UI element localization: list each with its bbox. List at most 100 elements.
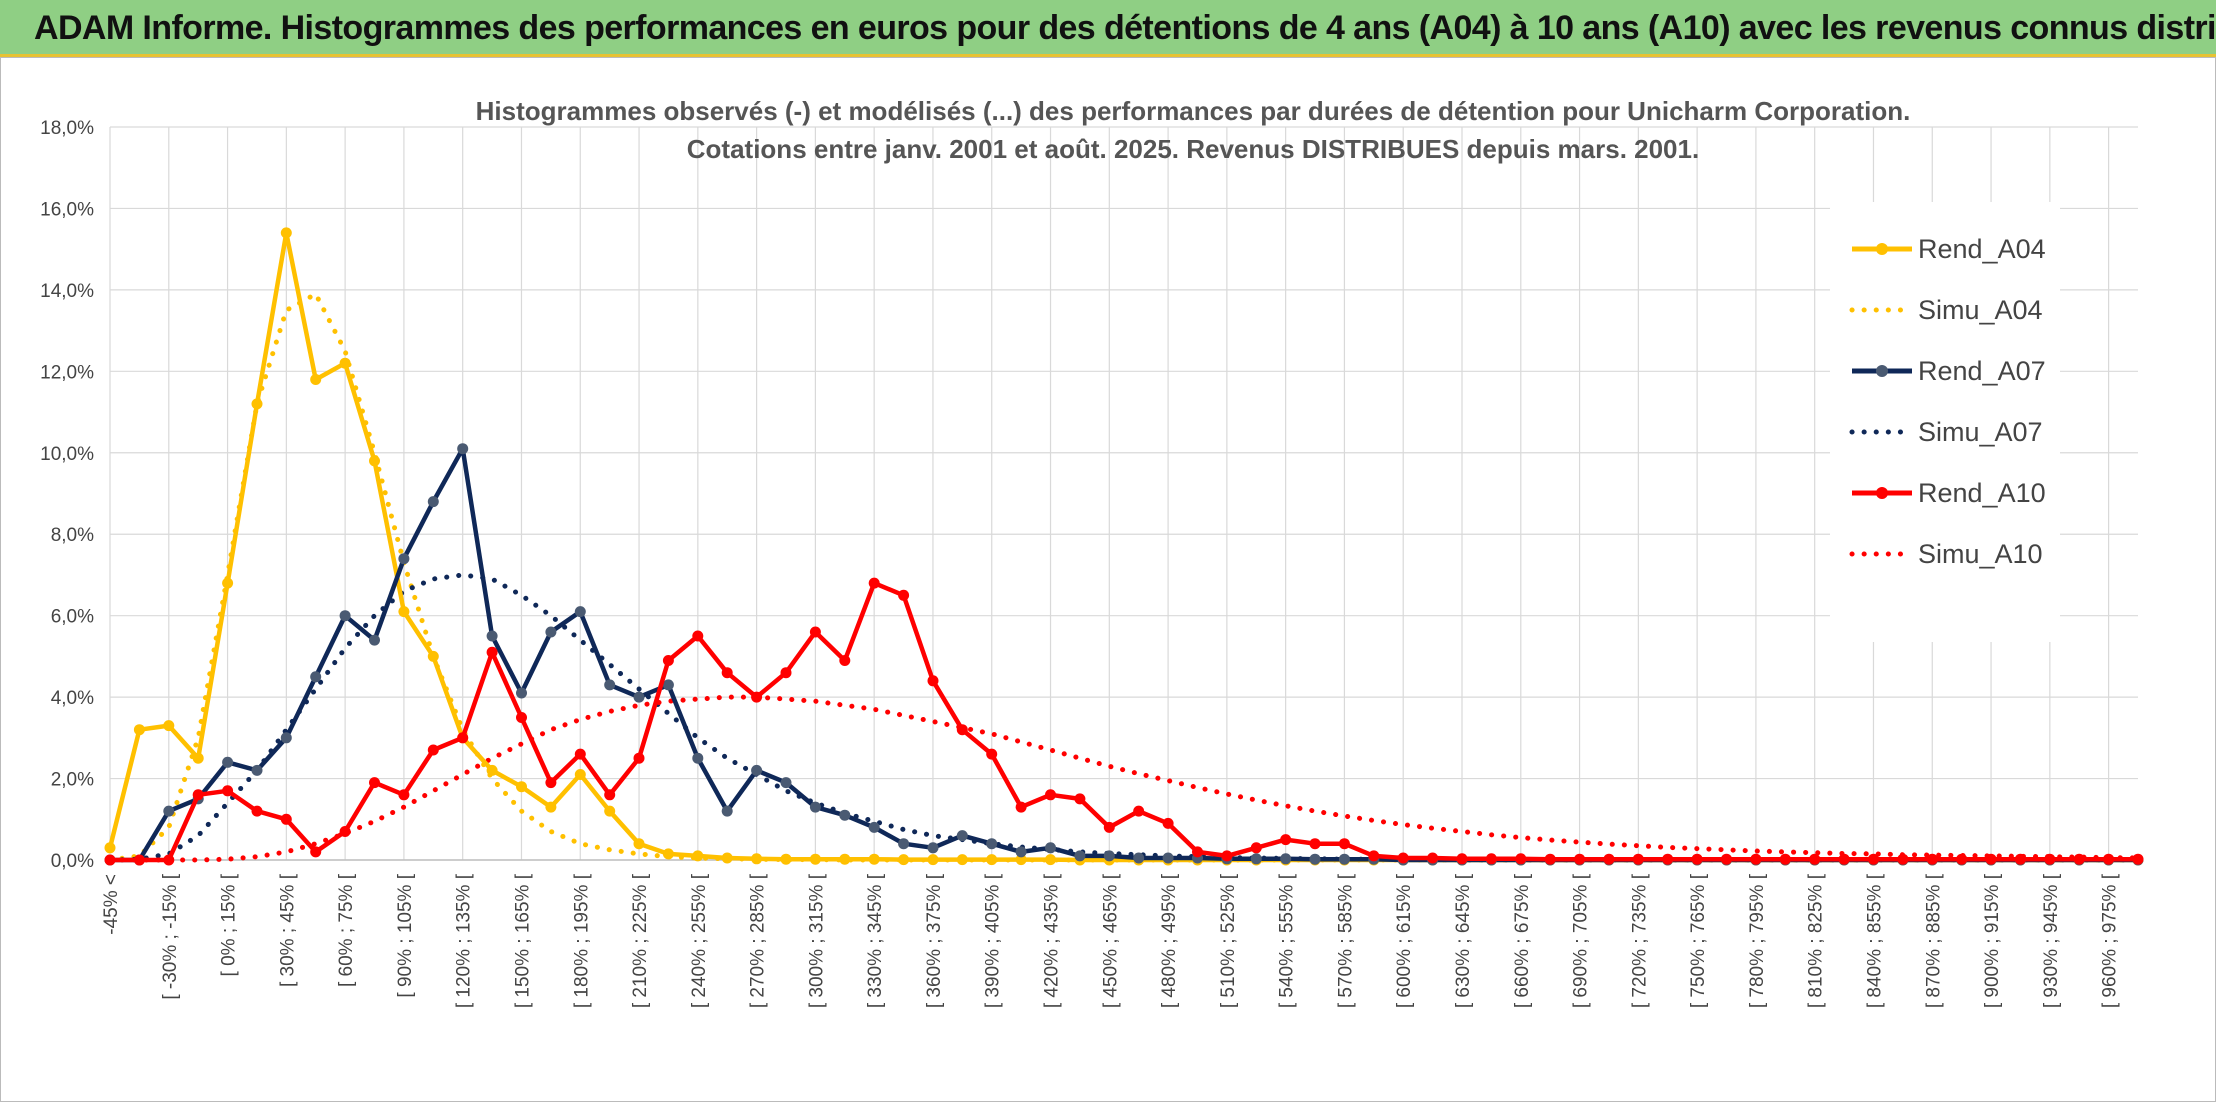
data-point bbox=[692, 630, 704, 642]
data-point bbox=[1485, 853, 1497, 865]
data-point bbox=[633, 752, 645, 764]
x-tick-label: [ 870% ; 885% [ bbox=[1923, 873, 1944, 1008]
data-point bbox=[1103, 850, 1115, 862]
data-point bbox=[1250, 853, 1262, 865]
data-point bbox=[1897, 853, 1909, 865]
data-point bbox=[751, 691, 763, 703]
data-point bbox=[721, 667, 733, 679]
data-point bbox=[1603, 853, 1615, 865]
legend-item-rend-a07: Rend_A07 bbox=[1852, 356, 2046, 386]
legend-label: Simu_A10 bbox=[1918, 539, 2043, 569]
data-point bbox=[1691, 853, 1703, 865]
legend-item-simu-a04: Simu_A04 bbox=[1849, 295, 2043, 325]
data-point bbox=[516, 781, 527, 793]
data-point bbox=[1015, 854, 1027, 866]
data-point bbox=[1397, 852, 1409, 864]
data-point bbox=[398, 606, 410, 618]
data-point bbox=[1544, 853, 1556, 865]
data-point bbox=[104, 842, 116, 854]
y-tick-label: 2,0% bbox=[51, 770, 94, 791]
data-point bbox=[1721, 853, 1732, 865]
data-point bbox=[2044, 853, 2056, 865]
data-point bbox=[721, 852, 733, 864]
data-point bbox=[956, 830, 968, 842]
x-tick-label: [ 30% ; 45% [ bbox=[277, 873, 298, 987]
data-point bbox=[1103, 821, 1115, 833]
data-point bbox=[251, 805, 263, 817]
y-tick-label: 14,0% bbox=[40, 281, 94, 302]
data-point bbox=[662, 848, 674, 860]
data-point bbox=[163, 854, 175, 866]
data-point bbox=[310, 846, 322, 858]
data-point bbox=[1985, 853, 1997, 865]
data-point bbox=[662, 655, 674, 666]
data-point bbox=[574, 606, 586, 618]
data-point bbox=[1133, 852, 1145, 864]
data-point bbox=[1868, 853, 1879, 865]
data-point bbox=[868, 853, 880, 865]
y-axis: 0,0% 2,0% 4,0% 6,0% 8,0% 10,0% 12,0% 14,0% 16,0%… bbox=[40, 118, 94, 872]
data-point bbox=[604, 679, 616, 691]
data-point bbox=[486, 630, 498, 642]
data-point bbox=[1133, 805, 1145, 817]
data-point bbox=[956, 724, 968, 736]
x-tick-label: [ 120% ; 135% [ bbox=[454, 873, 475, 1008]
data-point bbox=[809, 801, 821, 813]
legend-label: Simu_A04 bbox=[1918, 295, 2043, 325]
data-point bbox=[192, 789, 204, 801]
x-tick-label: [ 690% ; 705% [ bbox=[1571, 873, 1592, 1008]
y-tick-label: 10,0% bbox=[40, 444, 94, 465]
x-tick-label: [ 660% ; 675% [ bbox=[1512, 873, 1533, 1008]
data-point bbox=[898, 589, 910, 601]
data-point bbox=[986, 854, 998, 866]
x-axis: -45% < [ -30% ; -15% [[ 0% ; 15% [[ 30% ;… bbox=[101, 859, 2138, 1008]
x-tick-label: [ 930% ; 945% [ bbox=[2041, 873, 2062, 1008]
data-point bbox=[1074, 793, 1086, 805]
data-point bbox=[545, 801, 557, 813]
data-point bbox=[809, 626, 821, 638]
series-line bbox=[107, 572, 2141, 863]
data-point bbox=[133, 724, 145, 736]
series-layer bbox=[104, 227, 2144, 866]
data-point bbox=[1221, 850, 1233, 862]
data-point bbox=[1309, 838, 1321, 850]
data-point bbox=[1926, 853, 1938, 865]
x-tick-label: [ 210% ; 225% [ bbox=[630, 873, 651, 1008]
y-tick-label: 8,0% bbox=[51, 525, 94, 546]
data-point bbox=[604, 805, 616, 817]
x-tick-label: -45% < bbox=[101, 874, 122, 935]
data-point bbox=[339, 826, 351, 837]
data-point bbox=[2132, 853, 2144, 865]
x-tick-label: [ 510% ; 525% [ bbox=[1218, 873, 1239, 1008]
data-point bbox=[1809, 853, 1821, 865]
data-point bbox=[1045, 842, 1056, 854]
data-point bbox=[751, 764, 763, 776]
x-tick-label: [ 240% ; 255% [ bbox=[689, 873, 710, 1008]
data-point bbox=[662, 679, 674, 691]
x-tick-label: [ 60% ; 75% [ bbox=[336, 873, 357, 987]
data-point bbox=[1632, 853, 1644, 865]
data-point bbox=[339, 610, 351, 622]
data-point bbox=[868, 821, 880, 833]
data-point bbox=[1427, 852, 1439, 864]
data-point bbox=[780, 777, 792, 789]
data-point bbox=[1074, 850, 1086, 862]
data-point bbox=[1838, 853, 1850, 865]
x-tick-label: [ 630% ; 645% [ bbox=[1453, 873, 1474, 1008]
series-simu-a07 bbox=[107, 572, 2141, 863]
data-point bbox=[1250, 842, 1262, 854]
data-point bbox=[545, 777, 557, 789]
data-point bbox=[457, 443, 469, 455]
series-simu-a10 bbox=[107, 694, 2141, 863]
legend-marker bbox=[1876, 487, 1888, 499]
x-tick-label: [ 360% ; 375% [ bbox=[924, 873, 945, 1008]
legend-label: Rend_A07 bbox=[1918, 356, 2046, 386]
data-point bbox=[574, 748, 586, 760]
data-point bbox=[927, 842, 939, 854]
data-point bbox=[1015, 846, 1027, 858]
x-tick-label: [ 960% ; 975% [ bbox=[2100, 873, 2121, 1008]
data-point bbox=[457, 732, 469, 744]
data-point bbox=[427, 650, 439, 662]
data-point bbox=[1338, 838, 1350, 850]
data-point bbox=[163, 805, 175, 817]
